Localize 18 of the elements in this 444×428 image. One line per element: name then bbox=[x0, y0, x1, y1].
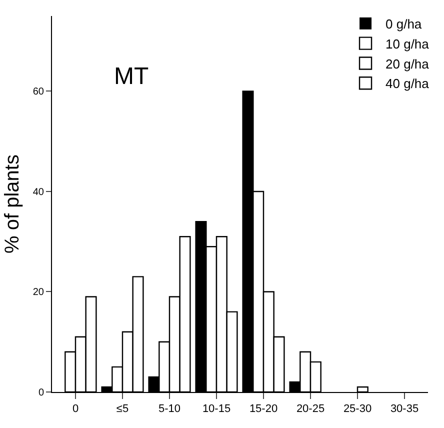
text: MT bbox=[114, 63, 149, 90]
legend-label: 40 g/ha bbox=[386, 76, 430, 92]
x-tick-label: 10-15 bbox=[202, 403, 231, 416]
legend-label: 20 g/ha bbox=[386, 56, 430, 72]
x-tick-label: 30-35 bbox=[390, 403, 419, 416]
x-tick-label: 20-25 bbox=[296, 403, 325, 416]
x-tick-label: 15-20 bbox=[249, 403, 278, 416]
y-tick-label: 20 bbox=[32, 287, 44, 298]
y-tick-label: 60 bbox=[32, 86, 44, 98]
legend-label: 10 g/ha bbox=[386, 36, 430, 52]
legend-label: 0 g/ha bbox=[386, 16, 422, 32]
y-tick-label: 40 bbox=[32, 186, 44, 198]
x-tick-label: 5-10 bbox=[158, 403, 181, 416]
y-tick-label: 0 bbox=[38, 388, 44, 398]
x-tick-label: 25-30 bbox=[343, 403, 372, 416]
x-tick-label: 0 bbox=[72, 403, 79, 416]
x-tick-label: ≤5 bbox=[116, 403, 129, 416]
y-axis-title: % of plants bbox=[1, 154, 24, 254]
